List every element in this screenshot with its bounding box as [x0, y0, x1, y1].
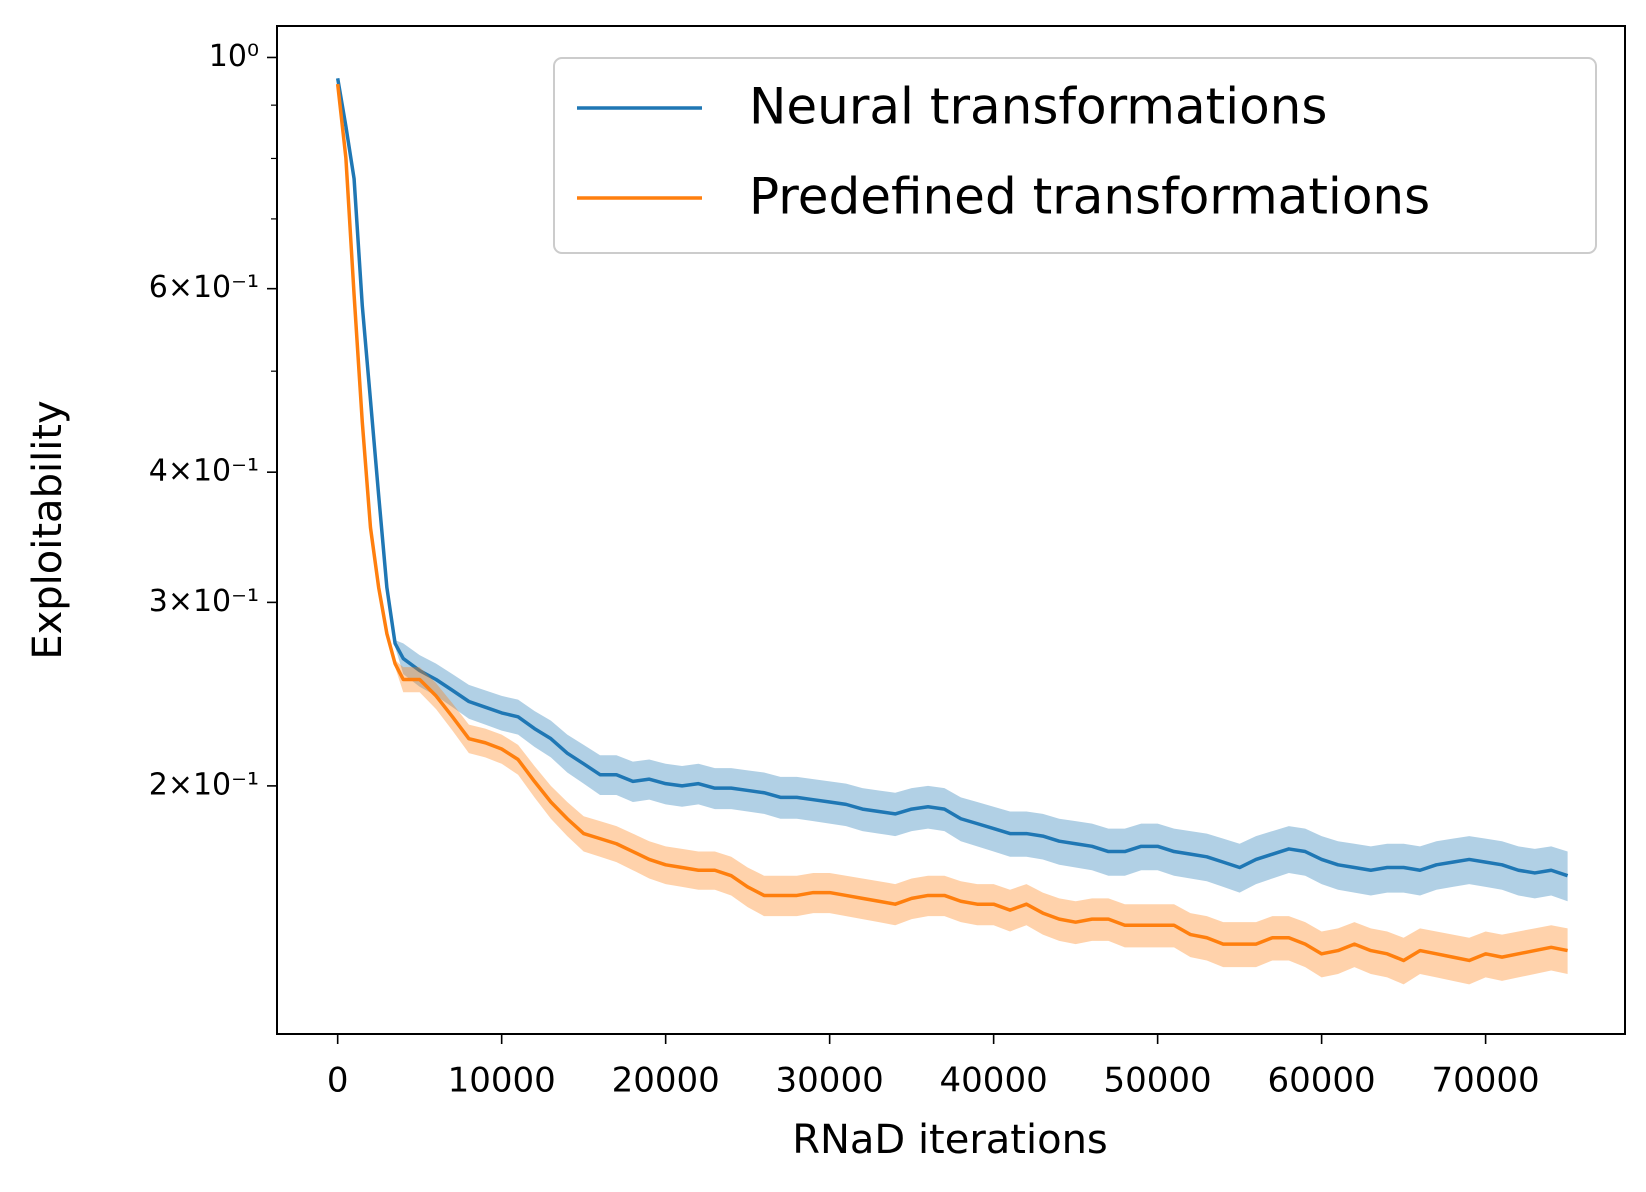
legend-label: Predefined transformations — [749, 168, 1430, 226]
legend-frame — [553, 57, 1597, 254]
y-tick-label: 3×10⁻¹ — [149, 584, 259, 619]
y-tick-label: 10⁰ — [209, 39, 259, 74]
x-axis-label: RNaD iterations — [792, 1117, 1108, 1163]
x-tick-label: 70000 — [1432, 1061, 1540, 1101]
y-tick-label: 2×10⁻¹ — [149, 767, 259, 802]
x-tick-label: 60000 — [1268, 1061, 1376, 1101]
x-tick-label: 50000 — [1104, 1061, 1212, 1101]
y-axis-label: Exploitability — [25, 400, 71, 659]
y-tick-label: 4×10⁻¹ — [149, 454, 259, 489]
x-tick-label: 0 — [327, 1061, 349, 1101]
x-tick-label: 40000 — [940, 1061, 1048, 1101]
y-tick-label: 6×10⁻¹ — [149, 270, 259, 305]
x-tick-label: 10000 — [448, 1061, 556, 1101]
x-tick-label: 20000 — [612, 1061, 720, 1101]
plot-frame — [276, 25, 1626, 1035]
line — [335, 83, 1568, 963]
line — [335, 78, 1569, 878]
x-tick-label: 30000 — [776, 1061, 884, 1101]
legend-label: Neural transformations — [749, 78, 1327, 136]
